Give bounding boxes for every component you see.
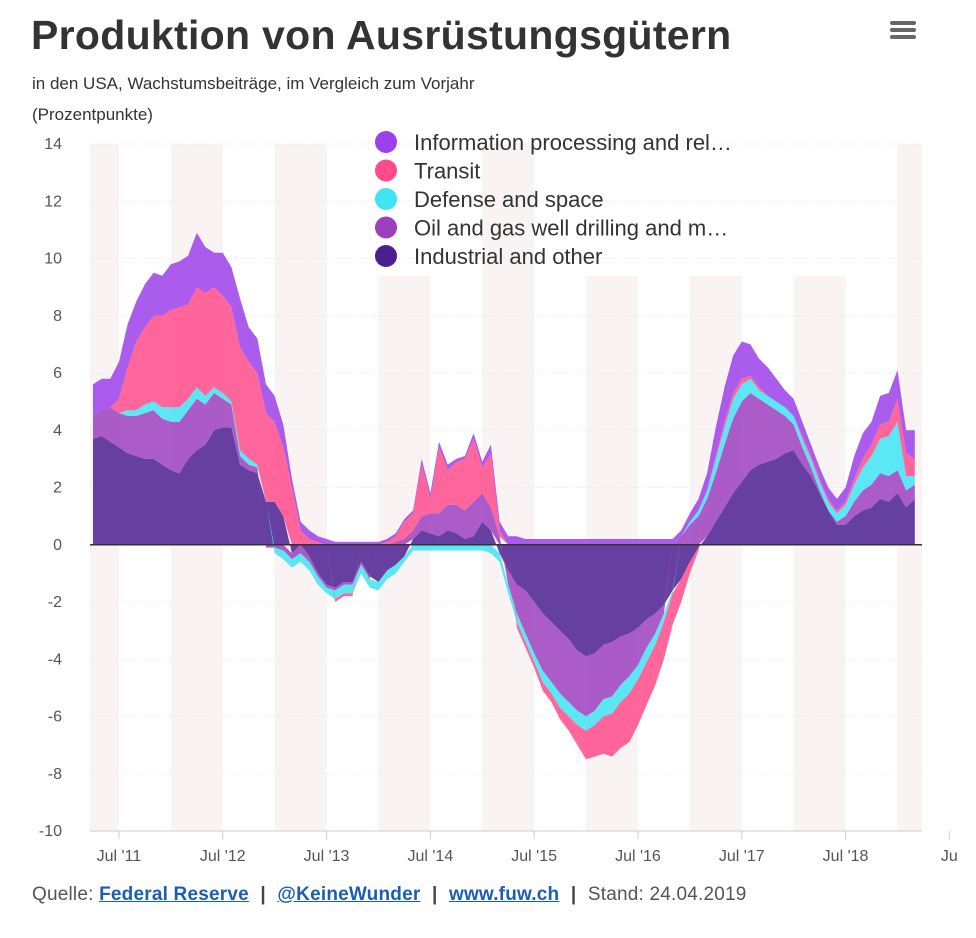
x-tick-label: Jul '16 xyxy=(615,848,661,865)
chart-title: Produktion von Ausrüstungsgütern xyxy=(31,12,732,58)
x-tick-label: Ju xyxy=(941,848,958,865)
chart-subtitle: in den USA, Wachstumsbeiträge, im Vergle… xyxy=(32,68,475,130)
y-tick-label: 12 xyxy=(44,193,62,210)
separator-1: | xyxy=(260,884,266,905)
footer: Quelle: Federal Reserve | @KeineWunder |… xyxy=(32,884,747,906)
y-tick-label: 14 xyxy=(44,136,62,153)
y-tick-label: -4 xyxy=(48,651,62,668)
legend-marker xyxy=(375,245,397,267)
area-industrial-and-other xyxy=(93,427,915,657)
x-tick-label: Jul '18 xyxy=(823,848,869,865)
year-band xyxy=(793,276,846,831)
legend-item: Information processing and rel… xyxy=(375,130,732,155)
legend-item: Transit xyxy=(375,159,480,184)
x-tick-label: Jul '14 xyxy=(407,848,453,865)
legend-marker xyxy=(375,216,397,239)
y-axis: -10 -8 -6 -4 -2 0 2 4 6 8 10 12 14 xyxy=(39,136,62,840)
y-tick-label: -8 xyxy=(48,766,62,783)
keinewunder-link[interactable]: @KeineWunder xyxy=(277,884,421,905)
legend-label: Oil and gas well drilling and m… xyxy=(414,216,728,241)
y-tick-label: 8 xyxy=(53,308,62,325)
x-tick-label: Jul '11 xyxy=(97,848,142,865)
source-label: Quelle: xyxy=(32,884,94,905)
legend-item: Oil and gas well drilling and m… xyxy=(375,216,728,241)
y-tick-label: -2 xyxy=(48,594,62,611)
y-tick-label: 10 xyxy=(44,251,62,268)
x-tick-label: Jul '17 xyxy=(719,848,765,865)
legend: Information processing and rel… Transit De… xyxy=(375,130,732,269)
fuw-link[interactable]: www.fuw.ch xyxy=(448,884,560,905)
separator-3: | xyxy=(570,884,577,905)
x-tick-label: Jul '15 xyxy=(511,848,557,865)
legend-item: Industrial and other xyxy=(375,244,602,269)
y-tick-label: 2 xyxy=(53,480,62,497)
legend-label: Information processing and rel… xyxy=(414,130,732,155)
legend-marker xyxy=(375,131,397,153)
legend-item: Defense and space xyxy=(375,187,604,212)
y-tick-label: -6 xyxy=(48,709,62,726)
x-axis: Jul '11 Jul '12 Jul '13 Jul '14 Jul '15 Jul '… xyxy=(90,830,958,865)
area-defense-and-space xyxy=(93,378,915,731)
subtitle-line-1: in den USA, Wachstumsbeiträge, im Vergle… xyxy=(32,74,475,93)
y-tick-label: -10 xyxy=(39,823,62,840)
x-tick-label: Jul '12 xyxy=(200,848,246,865)
legend-marker xyxy=(375,188,397,210)
separator-2: | xyxy=(431,884,438,905)
legend-label: Defense and space xyxy=(414,187,604,212)
subtitle-line-2: (Prozentpunkte) xyxy=(32,105,153,124)
y-tick-label: 0 xyxy=(53,537,62,554)
legend-label: Industrial and other xyxy=(414,244,602,269)
hamburger-menu-icon[interactable] xyxy=(886,18,920,48)
x-tick-label: Jul '13 xyxy=(304,848,350,865)
area-oil-and-gas-well-drilling-and-m xyxy=(93,393,915,717)
federal-reserve-link[interactable]: Federal Reserve xyxy=(99,884,249,905)
legend-marker xyxy=(375,159,397,182)
y-tick-label: 6 xyxy=(53,365,62,382)
area-information-processing-and-rel xyxy=(93,232,915,545)
y-tick-label: 4 xyxy=(53,422,62,439)
stacked-areas xyxy=(93,232,915,760)
area-transit xyxy=(93,287,915,760)
legend-label: Transit xyxy=(414,159,480,184)
date-label: Stand: 24.04.2019 xyxy=(587,884,747,905)
